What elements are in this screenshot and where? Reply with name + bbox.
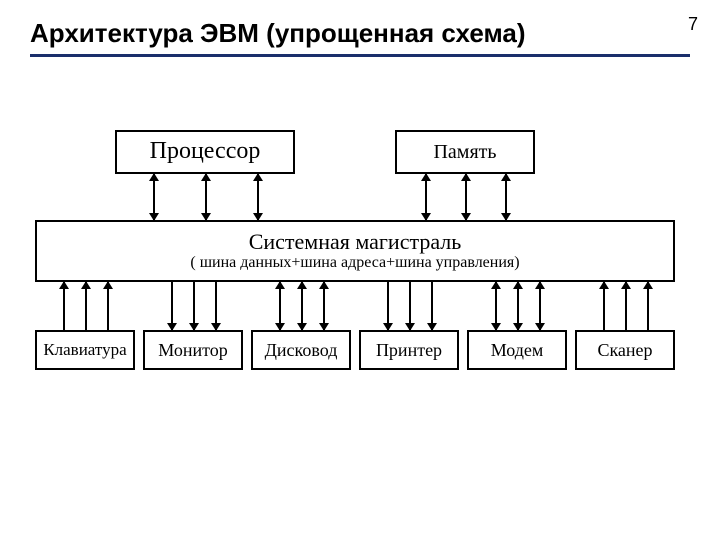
arrow-bus-disk-2: [323, 282, 325, 330]
arrow-mem-bus-0: [425, 174, 427, 220]
arrow-bus-printer-1: [409, 282, 411, 330]
node-cpu: Процессор: [115, 130, 295, 174]
node-modem: Модем: [467, 330, 567, 370]
arrow-cpu-bus-1: [205, 174, 207, 220]
node-printer: Принтер: [359, 330, 459, 370]
node-diskdrive: Дисковод: [251, 330, 351, 370]
arrow-bus-disk-1: [301, 282, 303, 330]
arrow-bus-printer-2: [431, 282, 433, 330]
arrow-bus-printer-0: [387, 282, 389, 330]
arrow-bus-scanner-0: [603, 282, 605, 330]
arrow-bus-modem-1: [517, 282, 519, 330]
node-memory-label: Память: [433, 141, 496, 164]
arrow-mem-bus-1: [465, 174, 467, 220]
arrow-cpu-bus-2: [257, 174, 259, 220]
node-printer-label: Принтер: [376, 340, 442, 361]
arrow-mem-bus-2: [505, 174, 507, 220]
node-modem-label: Модем: [491, 340, 544, 361]
node-bus-subtitle: ( шина данных+шина адреса+шина управлени…: [190, 254, 519, 272]
arrow-bus-monitor-2: [215, 282, 217, 330]
node-bus-title: Системная магистраль: [249, 229, 462, 254]
architecture-diagram: Процессор Память Системная магистраль ( …: [35, 130, 675, 420]
page-title: Архитектура ЭВМ (упрощенная схема): [30, 18, 690, 49]
node-scanner: Сканер: [575, 330, 675, 370]
node-bus: Системная магистраль ( шина данных+шина …: [35, 220, 675, 282]
arrow-bus-scanner-2: [647, 282, 649, 330]
arrow-bus-kbd-2: [107, 282, 109, 330]
page-number: 7: [688, 14, 698, 35]
arrow-bus-kbd-0: [63, 282, 65, 330]
node-scanner-label: Сканер: [597, 340, 652, 361]
arrow-bus-monitor-0: [171, 282, 173, 330]
node-memory: Память: [395, 130, 535, 174]
node-diskdrive-label: Дисковод: [265, 340, 338, 361]
node-monitor: Монитор: [143, 330, 243, 370]
arrow-bus-kbd-1: [85, 282, 87, 330]
arrow-bus-modem-0: [495, 282, 497, 330]
arrow-bus-disk-0: [279, 282, 281, 330]
title-underline: [30, 54, 690, 57]
arrow-bus-scanner-1: [625, 282, 627, 330]
slide: Архитектура ЭВМ (упрощенная схема) 7 Про…: [0, 0, 720, 540]
node-monitor-label: Монитор: [158, 340, 227, 361]
arrow-bus-modem-2: [539, 282, 541, 330]
node-keyboard: Клавиатура: [35, 330, 135, 370]
node-keyboard-label: Клавиатура: [43, 340, 126, 360]
arrow-bus-monitor-1: [193, 282, 195, 330]
node-cpu-label: Процессор: [150, 138, 261, 166]
arrow-cpu-bus-0: [153, 174, 155, 220]
